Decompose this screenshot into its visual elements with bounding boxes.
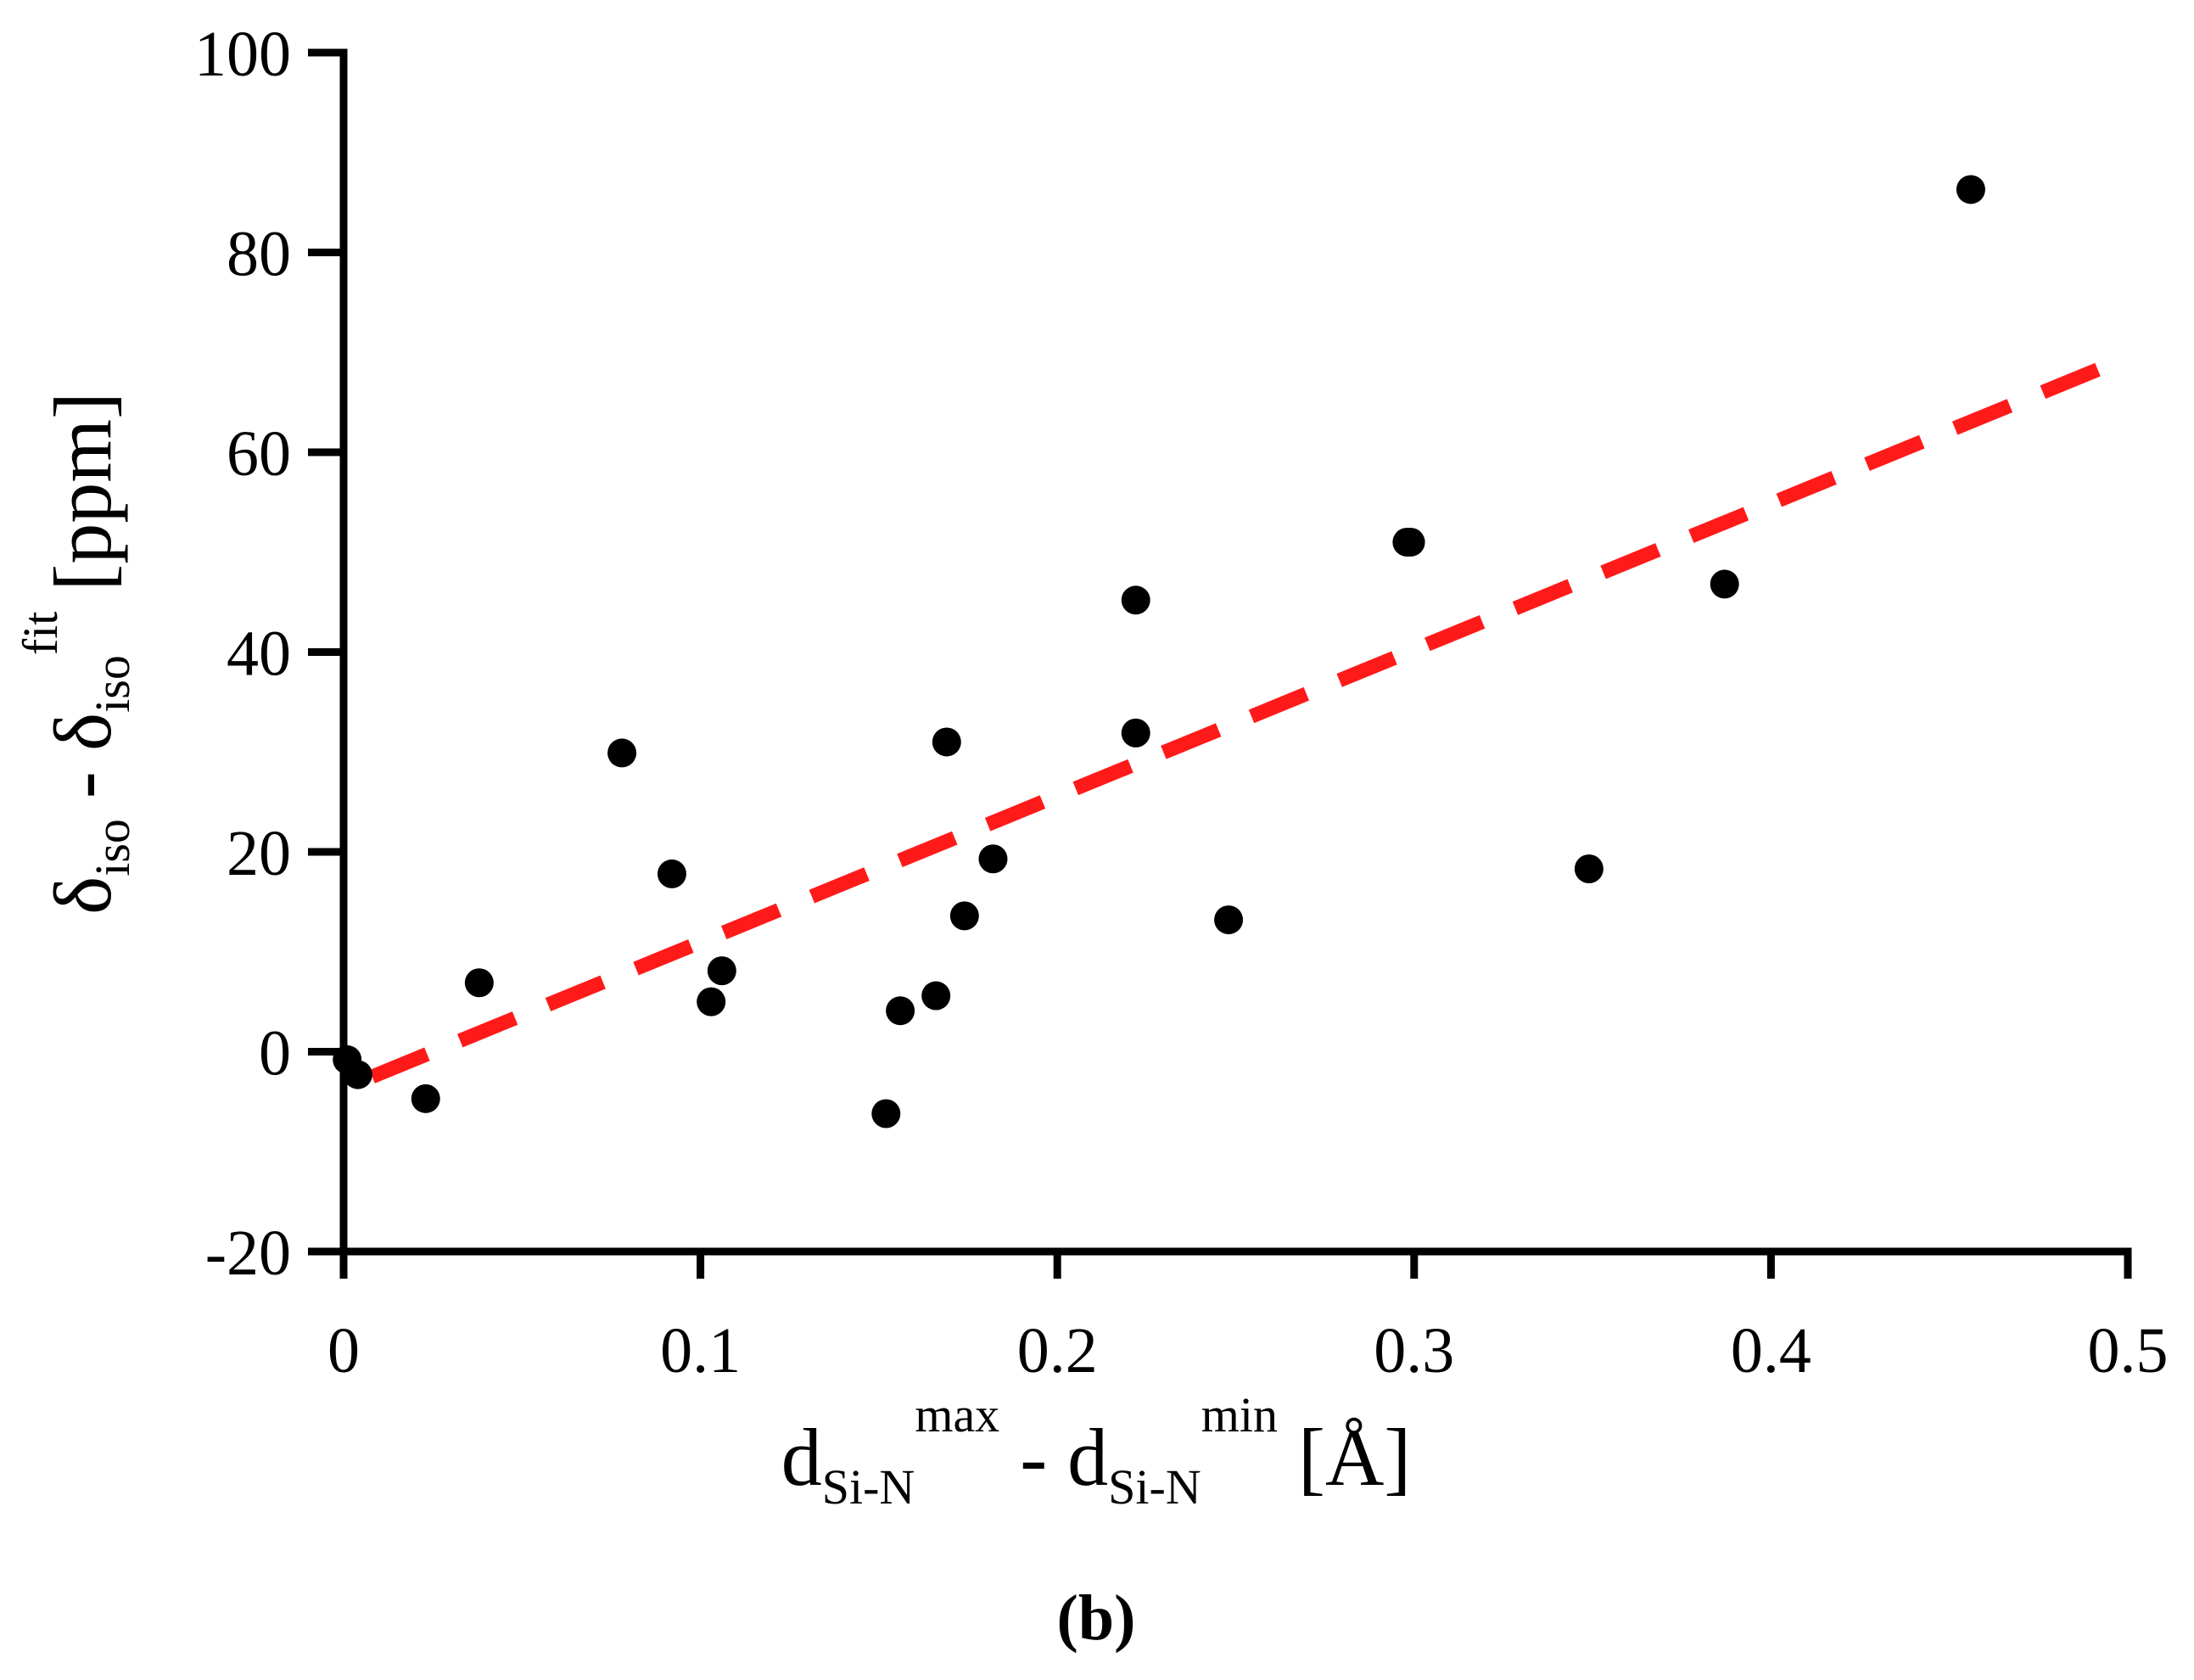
x-axis-title-text: dSi-Nmax - dSi-Nmin [Å] [781,1387,1411,1515]
data-point [657,859,686,888]
y-title-second-sub: iso [85,655,140,713]
y-tick-label: 40 [227,619,291,690]
data-point [932,727,961,757]
y-tick-label: 60 [227,418,291,490]
y-tick-label: 100 [194,19,291,90]
data-point [607,738,637,768]
data-point [1710,569,1739,599]
y-tick-label: -20 [205,1218,291,1289]
x-title-second: d [1067,1412,1108,1503]
data-point [921,981,951,1011]
data-point [707,956,736,986]
x-axis-title: dSi-Nmax - dSi-Nmin [Å] [781,1387,1411,1515]
x-tick-label: 0.1 [660,1315,741,1386]
data-point [411,1084,440,1113]
y-tick-label: 20 [227,818,291,889]
y-tick-label: 80 [227,219,291,290]
y-title-unit: [ppm] [37,392,128,612]
y-title-second: δ [37,713,128,751]
data-point [871,1099,901,1128]
data-point [343,1060,372,1089]
fit-line [369,350,2131,1084]
data-point [1396,527,1425,557]
x-tick-label: 0.3 [1374,1315,1454,1386]
x-tick-label: 0.5 [2088,1315,2169,1386]
y-title-separator: - [37,751,128,819]
data-point [464,968,494,998]
x-title-first-sub: Si-N [822,1459,915,1515]
y-title-main: δ [37,876,128,915]
data-point [1956,175,1985,204]
x-title-second-sub: Si-N [1108,1459,1201,1515]
data-point [978,844,1008,874]
x-title-main: d [781,1412,822,1503]
panel-label: (b) [1057,1582,1136,1654]
data-point [1121,585,1150,615]
y-title-first-sub: iso [85,819,140,876]
x-tick-label: 0 [327,1315,360,1386]
x-tick-label: 0.2 [1017,1315,1098,1386]
y-axis-title: δiso - δisofit [ppm] [13,392,140,915]
data-point [886,996,915,1026]
x-title-first-sup: max [915,1387,999,1442]
data-point [949,901,979,931]
x-title-separator: - [999,1412,1067,1503]
data-point [1574,854,1604,884]
data-point [1214,905,1244,935]
data-point [697,987,726,1016]
y-tick-label: 0 [259,1018,291,1089]
fit-line-layer [369,350,2131,1084]
y-axis-title-text: δiso - δisofit [ppm] [13,392,140,915]
x-title-unit: [Å] [1278,1412,1411,1503]
y-title-second-sup: fit [13,612,68,656]
x-title-second-sup: min [1201,1387,1278,1442]
x-tick-label: 0.4 [1731,1315,1811,1386]
axes-layer: 0 0.1 0.2 0.3 0.4 0.5 -20 0 20 40 60 80 100 [194,19,2169,1386]
points-layer [333,175,1985,1128]
data-point [1121,718,1150,748]
